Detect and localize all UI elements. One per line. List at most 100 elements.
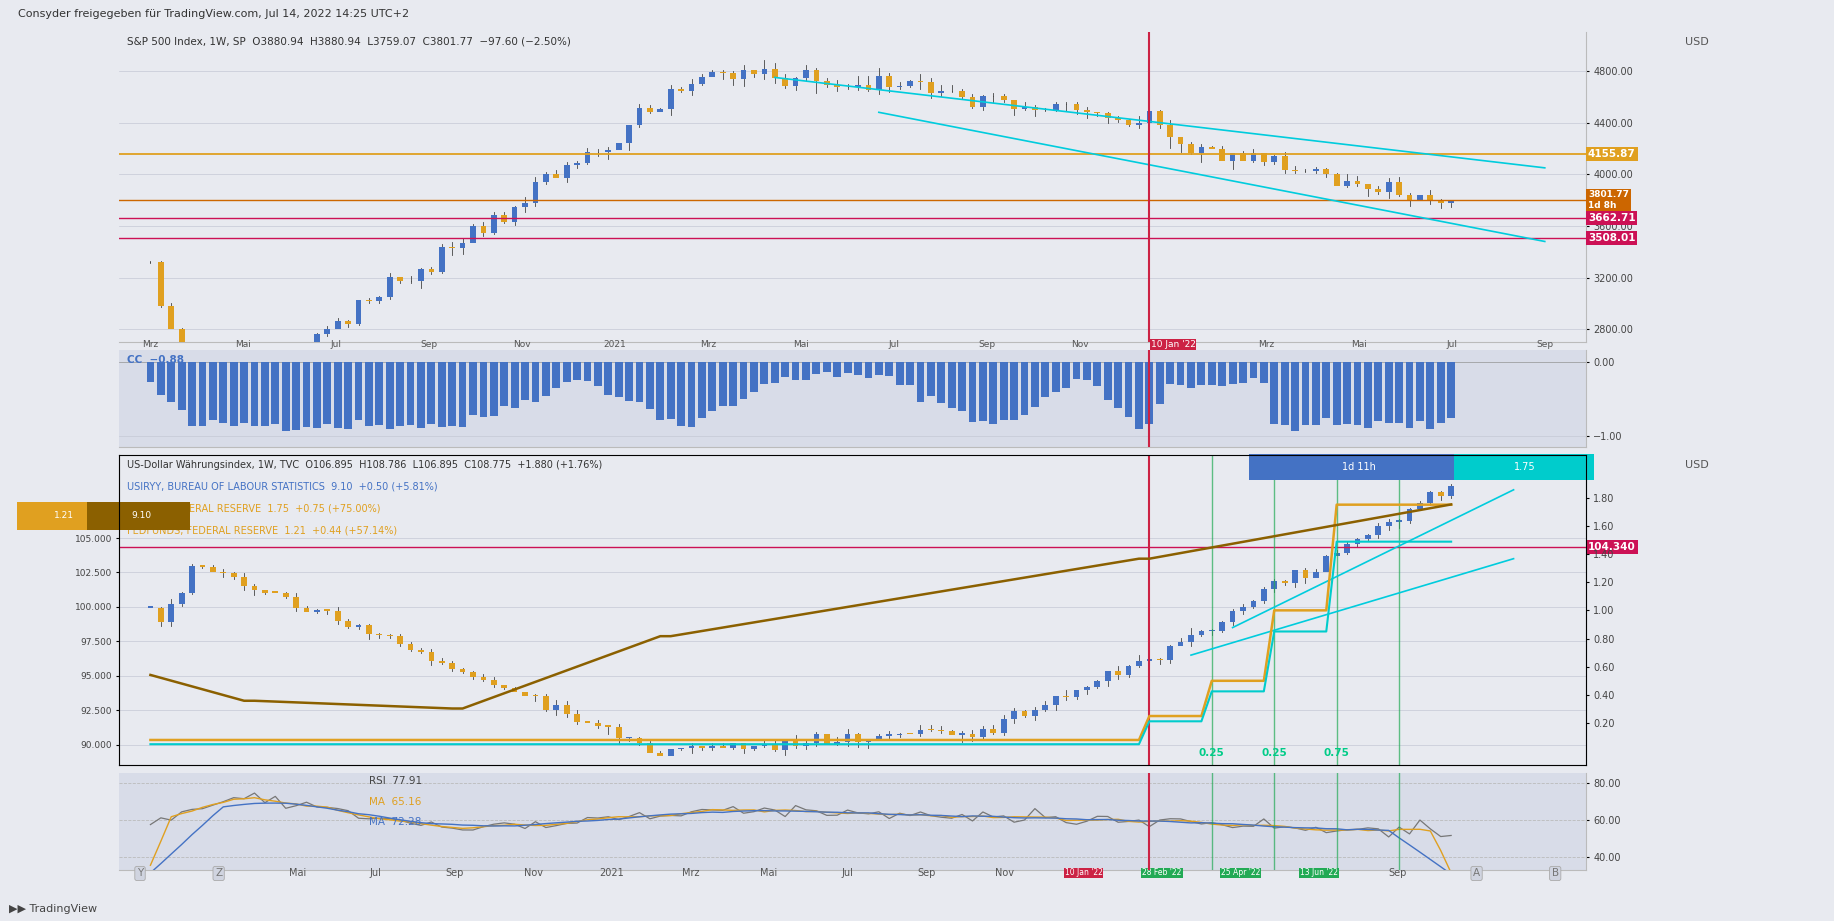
Bar (1033, 107, 1038, 111)
Bar (1364, 534, 1370, 539)
Bar (345, 362, 352, 429)
Bar (460, 243, 466, 248)
Bar (647, 109, 653, 111)
Bar (1385, 362, 1392, 423)
Bar (563, 165, 570, 178)
Bar (1249, 362, 1258, 379)
Bar (864, 362, 873, 379)
Bar (325, 329, 330, 334)
Bar (376, 634, 381, 635)
Bar (677, 362, 686, 426)
Bar (1396, 362, 1403, 423)
Text: 3508.01: 3508.01 (1588, 233, 1636, 243)
Bar (866, 740, 871, 742)
Text: Z: Z (215, 869, 222, 879)
Text: Nov: Nov (996, 869, 1014, 879)
Bar (167, 362, 174, 402)
Bar (345, 621, 350, 627)
Bar (427, 362, 435, 424)
Bar (200, 385, 205, 407)
Text: Nov: Nov (1071, 340, 1089, 349)
Text: Jul: Jul (370, 869, 381, 879)
Bar (251, 362, 259, 426)
Bar (770, 362, 779, 383)
Text: Nov: Nov (525, 869, 543, 879)
Bar (781, 362, 789, 377)
Bar (543, 696, 548, 710)
Bar (583, 362, 591, 380)
Bar (1282, 157, 1287, 169)
Bar (147, 362, 154, 382)
Bar (741, 70, 746, 79)
Bar (646, 362, 653, 409)
Bar (479, 362, 488, 417)
Bar (917, 81, 923, 82)
Bar (470, 362, 477, 415)
Bar (169, 306, 174, 329)
Bar (866, 85, 871, 90)
Bar (1084, 687, 1089, 690)
Bar (647, 742, 653, 753)
Bar (688, 85, 695, 91)
Bar (1073, 362, 1080, 379)
Bar (688, 746, 695, 749)
Bar (1262, 589, 1267, 601)
Bar (636, 362, 644, 402)
Bar (897, 734, 902, 735)
Bar (574, 715, 580, 722)
Bar (585, 152, 591, 163)
Bar (429, 269, 435, 272)
Bar (1407, 509, 1412, 521)
Bar (1209, 362, 1216, 385)
Bar (512, 688, 517, 693)
Bar (1157, 111, 1163, 124)
Bar (512, 207, 517, 222)
Bar (1199, 146, 1205, 153)
Bar (1342, 362, 1352, 424)
Bar (877, 736, 882, 740)
Text: Sep: Sep (917, 869, 935, 879)
Bar (574, 362, 581, 379)
Bar (761, 744, 767, 746)
Text: ▶▶ TradingView: ▶▶ TradingView (9, 904, 97, 914)
Text: Mai: Mai (235, 340, 251, 349)
Bar (959, 91, 965, 98)
Bar (242, 577, 248, 586)
Bar (356, 625, 361, 627)
Bar (636, 109, 642, 125)
Bar (470, 672, 475, 677)
Bar (1155, 362, 1165, 403)
Bar (1333, 554, 1339, 555)
Bar (314, 362, 321, 428)
Text: USINTR, FEDERAL RESERVE  1.75  +0.75 (+75.00%): USINTR, FEDERAL RESERVE 1.75 +0.75 (+75.… (127, 504, 380, 513)
Bar (1187, 362, 1196, 388)
Bar (271, 362, 279, 425)
Bar (792, 78, 798, 87)
Bar (418, 650, 424, 652)
Bar (376, 297, 381, 301)
Text: Y: Y (138, 869, 143, 879)
Bar (1011, 100, 1018, 109)
Bar (1364, 184, 1370, 189)
Bar (323, 362, 332, 424)
Bar (325, 610, 330, 611)
Bar (585, 721, 591, 723)
Bar (730, 73, 735, 79)
Bar (1209, 630, 1214, 632)
Bar (917, 362, 924, 402)
Bar (834, 85, 840, 87)
Bar (1344, 181, 1350, 186)
Bar (198, 362, 207, 426)
Bar (1405, 362, 1414, 427)
Bar (543, 174, 548, 182)
Text: Sep: Sep (979, 340, 996, 349)
Bar (189, 353, 194, 385)
Bar (990, 729, 996, 732)
Bar (814, 70, 820, 81)
Bar (1135, 362, 1143, 429)
Text: Mai: Mai (1352, 340, 1366, 349)
Bar (1293, 570, 1298, 583)
Bar (1333, 362, 1341, 426)
Bar (1022, 107, 1027, 109)
Bar (699, 362, 706, 417)
